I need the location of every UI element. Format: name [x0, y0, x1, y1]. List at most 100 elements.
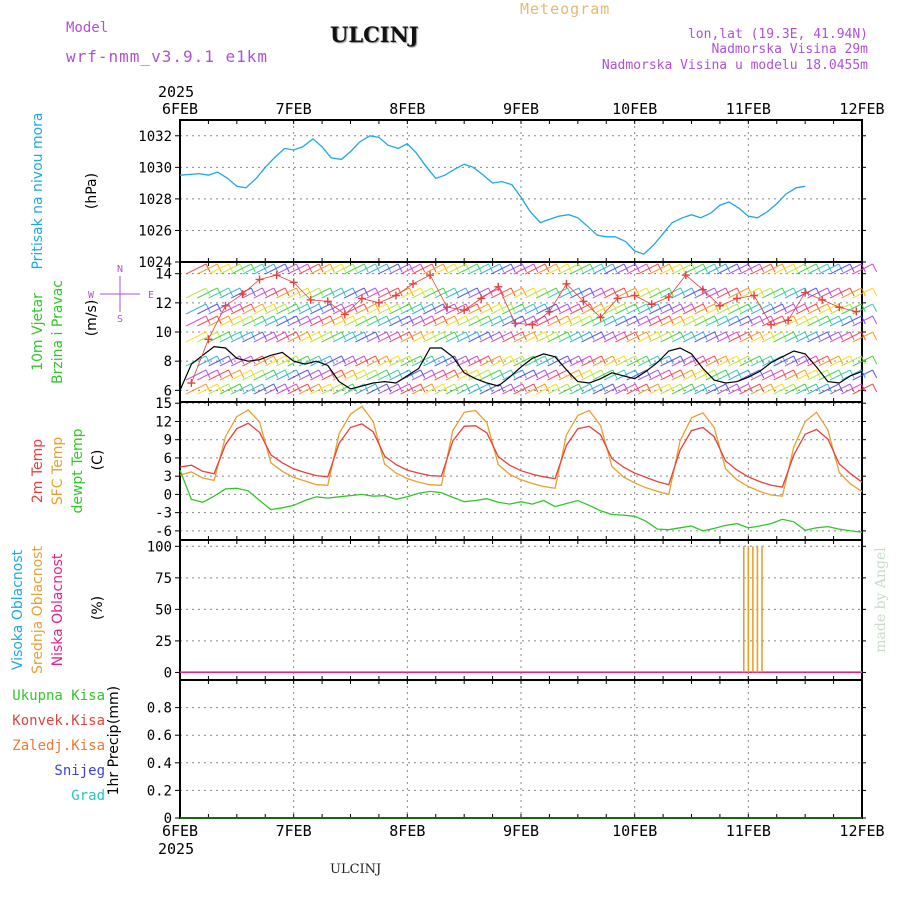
wind-barb — [793, 263, 799, 273]
wind-barb — [838, 331, 844, 341]
wind-barb — [377, 315, 399, 327]
wind-barb — [216, 315, 222, 325]
temp-2m-line — [179, 422, 863, 488]
wind-barb — [668, 287, 674, 297]
wind-barb — [250, 369, 256, 379]
wind-barb — [329, 263, 335, 273]
wind-barb — [510, 303, 516, 313]
wind-barb — [784, 287, 806, 299]
wind-barb — [318, 315, 324, 325]
wind-barb — [366, 315, 388, 327]
wind-barb — [197, 355, 218, 367]
wind-barb — [714, 287, 719, 297]
wind-barb — [547, 355, 568, 367]
y-tick-label: 25 — [155, 634, 172, 650]
wind-barb — [660, 355, 681, 367]
wind-barb — [815, 315, 821, 325]
coords-label: lon,lat (19.3E, 41.94N) — [687, 27, 868, 42]
wind-barb — [366, 287, 388, 299]
wind-barb — [341, 315, 347, 325]
wind-barb — [205, 263, 211, 273]
wind-barb — [510, 355, 516, 365]
wind-barb — [250, 303, 256, 313]
wind-barb — [680, 315, 686, 325]
wind-barb — [702, 369, 708, 379]
wind-barb — [521, 315, 527, 325]
wind-barb — [253, 303, 275, 315]
wind-barb — [849, 287, 855, 297]
wind-barb — [716, 331, 738, 343]
wind-barb — [547, 263, 568, 275]
wind-barb — [197, 315, 218, 327]
wind-barb — [219, 331, 241, 343]
wind-barb — [242, 263, 263, 275]
wind-barb — [468, 369, 489, 381]
wind-barb — [623, 287, 629, 297]
wind-barb — [747, 287, 753, 297]
wind-barb — [694, 263, 715, 275]
wind-barb — [536, 383, 557, 395]
wind-barb — [216, 287, 222, 297]
wind-barb — [479, 303, 501, 315]
wind-barb — [841, 383, 862, 395]
wind-barb — [623, 263, 629, 273]
wind-barb — [264, 383, 286, 395]
wind-barb — [465, 287, 471, 297]
wind-barb — [524, 303, 546, 315]
wind-barb — [578, 355, 584, 365]
wind-barb — [298, 303, 320, 315]
wind-barb — [818, 315, 840, 327]
wind-barb — [476, 263, 482, 273]
wind-barb — [646, 369, 652, 379]
wind-barb — [694, 287, 715, 299]
wind-barb — [702, 355, 708, 365]
wind-barb — [476, 369, 482, 379]
wind-barb — [264, 369, 286, 381]
wind-barb — [423, 355, 444, 367]
precip-legend-item: Zaledj.Kisa — [12, 738, 105, 754]
wind-barb — [626, 383, 647, 395]
wind-barb — [795, 355, 817, 367]
wind-barb — [860, 383, 866, 393]
wind-barb — [852, 287, 873, 299]
wind-barb — [420, 383, 426, 393]
wind-barb — [250, 287, 256, 297]
wind-barb — [219, 383, 241, 395]
wind-barb — [668, 315, 674, 325]
wind-barb — [216, 355, 222, 365]
wind-barb — [408, 355, 414, 365]
wind-barb — [502, 331, 523, 343]
model-elevation-label: Nadmorska Visina u modelu 18.0455m — [601, 58, 868, 73]
wind-barb — [555, 303, 561, 313]
wind-barb — [739, 315, 760, 327]
wind-barb — [273, 303, 279, 313]
wind-barb — [872, 331, 878, 341]
wind-barb — [185, 369, 207, 381]
wind-barb — [321, 369, 342, 381]
wind-barb — [657, 331, 663, 341]
wind-barb — [634, 383, 640, 393]
wind-barb — [612, 355, 618, 365]
wind-barb — [490, 331, 512, 343]
wind-barb — [804, 315, 810, 325]
wind-barb — [781, 355, 787, 365]
wind-barb — [389, 383, 410, 395]
wind-barb — [841, 331, 862, 343]
y-tick-label: 75 — [155, 571, 172, 587]
dewpoint-line — [179, 469, 863, 533]
wind-barb — [456, 315, 478, 327]
wind-barb — [513, 315, 534, 327]
y-tick-label: 0.2 — [147, 783, 172, 799]
wind-barb — [603, 383, 625, 395]
wind-barb — [287, 331, 308, 343]
wind-barb — [375, 263, 380, 273]
wind-barb — [185, 315, 207, 327]
wind-barb — [694, 331, 715, 343]
wind-barb — [671, 383, 693, 395]
wind-barb — [558, 369, 580, 381]
wind-barb — [838, 369, 844, 379]
wind-barb — [513, 383, 534, 395]
wind-barb — [386, 303, 392, 313]
wind-barb — [558, 287, 580, 299]
wind-barb — [671, 263, 693, 275]
